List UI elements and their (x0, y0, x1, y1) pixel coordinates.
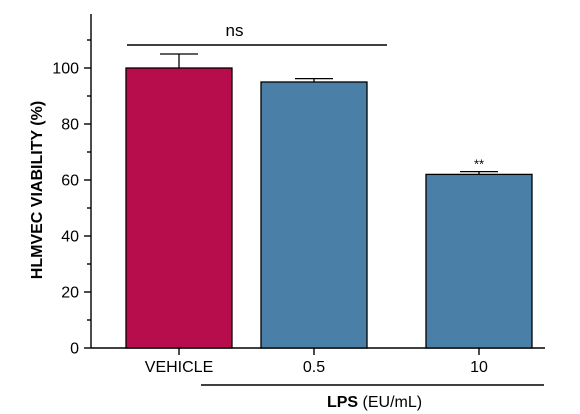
group-label-text: LPS (EU/mL) (327, 394, 422, 411)
group-label: LPS (EU/mL) (201, 384, 544, 411)
group-label-name: LPS (327, 394, 358, 411)
category-label-1: 0.5 (303, 359, 325, 376)
y-tick-label-60: 60 (61, 173, 79, 190)
plot-area: 0 20 40 60 80 100 VEHICLE 0.5 10 ns ** (52, 14, 545, 376)
y-tick-label-40: 40 (61, 229, 79, 246)
group-label-unit: (EU/mL) (358, 394, 422, 411)
significance-label-stars: ** (474, 157, 484, 172)
y-axis-label: HLMVEC VIABILITY (%) (29, 101, 46, 279)
category-label-2: 10 (470, 359, 488, 376)
y-tick-label-20: 20 (61, 285, 79, 302)
bar-0 (125, 67, 233, 349)
category-label-0: VEHICLE (145, 359, 213, 376)
y-tick-label-100: 100 (52, 61, 79, 78)
y-tick-label-80: 80 (61, 117, 79, 134)
significance-label-ns: ns (226, 21, 244, 40)
bar-2 (425, 173, 533, 349)
bar-1 (260, 81, 368, 349)
y-tick-label-0: 0 (70, 341, 79, 358)
